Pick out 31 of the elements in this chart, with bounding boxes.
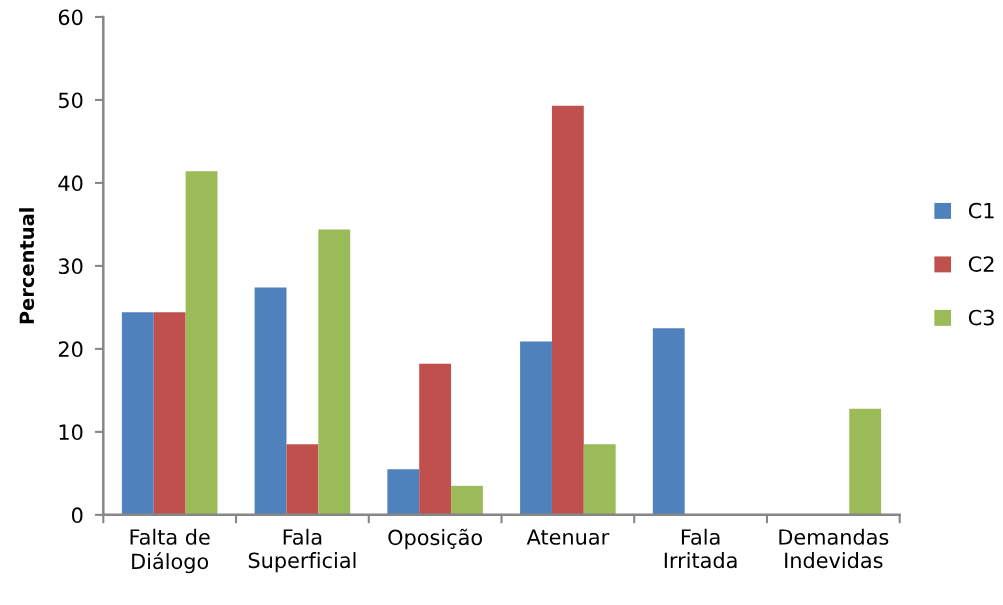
y-tick-label: 60	[58, 9, 83, 26]
x-tick-label: Falta de Diálogo	[130, 528, 210, 574]
legend-label: C1	[968, 202, 994, 219]
bar	[419, 363, 452, 515]
x-tick-label: Demandas Indevidas	[779, 528, 889, 569]
y-tick-label: 0	[71, 507, 83, 524]
bar	[318, 229, 351, 515]
y-tick-label: 40	[58, 175, 83, 192]
bar	[121, 312, 154, 515]
bar	[254, 287, 287, 515]
x-tick-label: Fala Superficial	[248, 528, 356, 573]
bar	[387, 469, 420, 515]
y-tick-label: 50	[58, 92, 83, 109]
bar	[286, 444, 319, 515]
x-tick-label: Fala Irritada	[664, 528, 737, 569]
bar	[451, 485, 483, 515]
bar	[153, 312, 186, 515]
legend-label: C2	[968, 256, 994, 272]
legend-label: C3	[968, 309, 994, 326]
bar	[849, 408, 882, 515]
x-tick-label: Atenuar	[526, 529, 610, 545]
y-tick-label: 10	[59, 424, 83, 441]
y-tick-label: 20	[58, 341, 83, 358]
bar	[583, 444, 616, 515]
bar	[520, 341, 552, 515]
bar	[185, 171, 218, 515]
bar	[652, 328, 685, 515]
bar	[551, 105, 584, 515]
x-tick-label: Oposição	[388, 528, 482, 550]
y-axis-title: Percentual	[19, 208, 35, 324]
y-tick-label: 30	[58, 258, 83, 275]
